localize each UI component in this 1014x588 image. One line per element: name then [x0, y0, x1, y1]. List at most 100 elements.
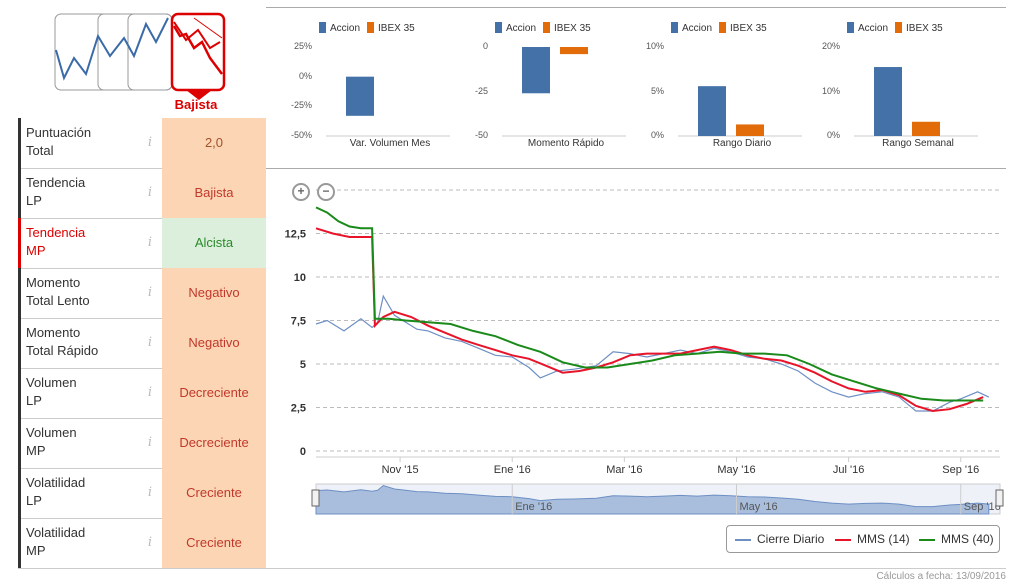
mini-plot [502, 47, 626, 137]
x-tick-label: Sep '16 [942, 464, 979, 476]
y-tick-label: -25% [290, 100, 312, 111]
bottom-divider [266, 568, 1006, 569]
info-icon[interactable]: i [147, 535, 153, 550]
zoom-in-icon[interactable]: + [292, 183, 310, 201]
legend-item-mms14[interactable]: MMS (14) [835, 532, 910, 546]
indicator-name-line1: Momento [26, 275, 81, 290]
indicator-name: Tendencia MP [18, 218, 138, 268]
legend-item-mms40[interactable]: MMS (40) [919, 532, 994, 546]
y-tick-label: 5% [650, 85, 664, 96]
indicator-name-line1: Momento [26, 325, 81, 340]
legend-label: IBEX 35 [554, 23, 591, 34]
indicator-name-line1: Volatilidad [26, 525, 86, 540]
series-line-mms-40-[interactable] [315, 206, 984, 402]
mini-legend-item[interactable]: IBEX 35 [895, 22, 943, 34]
bar-ibex-35[interactable] [912, 121, 940, 136]
y-tick-label: 0% [298, 70, 312, 81]
y-tick-label: 25% [293, 41, 312, 51]
mini-chart-title: Rango Diario [712, 138, 772, 149]
indicator-value: Creciente [162, 468, 266, 518]
bar-accion[interactable] [698, 86, 726, 136]
info-icon[interactable]: i [147, 485, 153, 500]
navigator-handle-left[interactable] [311, 489, 320, 507]
indicator-value: Creciente [162, 518, 266, 568]
bar-accion[interactable] [874, 67, 902, 136]
y-tick-label: 10% [821, 85, 840, 96]
x-tick-label: Jul '16 [833, 464, 864, 476]
bar-ibex-35[interactable] [560, 47, 588, 55]
indicator-name: Volumen LP [18, 368, 138, 418]
mini-legend-item[interactable]: Accion [495, 22, 536, 34]
mini-legend-item[interactable]: Accion [671, 22, 712, 34]
indicator-name-line2: MP [26, 543, 46, 558]
indicator-row: Tendencia MP i Alcista [18, 218, 266, 269]
y-tick-label: 0 [300, 446, 306, 458]
indicator-name-line2: Total Rápido [26, 343, 99, 358]
down-trend-icon [173, 21, 221, 50]
legend-label: IBEX 35 [378, 23, 415, 34]
y-tick-label: 7,5 [291, 316, 306, 328]
indicator-row: Puntuación Total i 2,0 [18, 118, 266, 169]
mini-chart-title: Var. Volumen Mes [349, 138, 431, 149]
info-icon[interactable]: i [147, 235, 153, 250]
indicator-row: Momento Total Rápido i Negativo [18, 318, 266, 369]
legend-swatch [719, 22, 726, 33]
indicator-value: Bajista [162, 168, 266, 218]
legend-swatch [543, 22, 550, 33]
mini-legend-item[interactable]: Accion [847, 22, 888, 34]
indicator-value: Alcista [162, 218, 266, 268]
navigator-handle-right[interactable] [995, 489, 1004, 507]
series-line-mms-14-[interactable] [315, 227, 984, 413]
info-icon[interactable]: i [147, 335, 153, 350]
bar-ibex-35[interactable] [736, 124, 764, 136]
mini-legend-item[interactable]: IBEX 35 [543, 22, 591, 34]
legend-label: Accion [330, 23, 361, 34]
trend-guide-line [193, 17, 223, 39]
bar-accion[interactable] [346, 76, 374, 116]
indicator-name: Momento Total Lento [18, 268, 138, 318]
mini-chart: Accion IBEX 35 20% 10% 0% Rango Semanal [814, 14, 984, 159]
indicator-name: Tendencia LP [18, 168, 138, 218]
info-icon[interactable]: i [147, 135, 153, 150]
legend-item-cierre[interactable]: Cierre Diario [735, 532, 824, 546]
series-line-cierre-diario[interactable] [315, 294, 990, 412]
indicator-name-line1: Volatilidad [26, 475, 86, 490]
indicator-row: Tendencia LP i Bajista [18, 168, 266, 219]
trend-pointer-icon [186, 90, 212, 100]
y-tick-label: 5 [300, 359, 306, 371]
calc-date: Cálculos a fecha: 13/09/2016 [876, 571, 1006, 582]
info-icon[interactable]: i [147, 185, 153, 200]
indicator-name-line1: Tendencia [26, 225, 86, 240]
trend-selector [54, 12, 226, 100]
mini-legend-item[interactable]: Accion [319, 22, 360, 34]
info-icon[interactable]: i [147, 435, 153, 450]
indicator-name-line2: LP [26, 493, 42, 508]
bar-accion[interactable] [522, 47, 550, 94]
zoom-out-icon[interactable]: − [317, 183, 335, 201]
y-tick-label: -50 [474, 130, 488, 140]
trend-panel-selected[interactable] [170, 12, 226, 92]
legend-swatch [671, 22, 678, 33]
indicator-name-line1: Volumen [26, 425, 77, 440]
y-tick-label: 10% [645, 41, 664, 51]
indicator-name-line1: Puntuación [26, 125, 92, 140]
mini-legend-item[interactable]: IBEX 35 [719, 22, 767, 34]
legend-label: Accion [682, 23, 713, 34]
y-tick-label: -50% [290, 130, 312, 140]
info-icon[interactable]: i [147, 285, 153, 300]
mini-chart: Accion IBEX 35 25% 0% -25% -50% Var. Volumen M… [286, 14, 456, 159]
indicator-value: Negativo [162, 318, 266, 368]
y-tick-label: 0% [826, 130, 840, 140]
section-divider [266, 168, 1006, 169]
y-tick-label: 12,5 [285, 229, 306, 241]
legend-label: Cierre Diario [757, 532, 825, 546]
mini-chart-title: Momento Rápido [527, 138, 605, 149]
y-tick-label: 10 [294, 272, 306, 284]
mini-legend-item[interactable]: IBEX 35 [367, 22, 415, 34]
y-tick-label: 0 [482, 41, 488, 51]
indicator-row: Volumen MP i Decreciente [18, 418, 266, 469]
info-icon[interactable]: i [147, 385, 153, 400]
navigator-label: Sep '16 [964, 501, 1001, 513]
indicator-name: Puntuación Total [18, 118, 138, 168]
